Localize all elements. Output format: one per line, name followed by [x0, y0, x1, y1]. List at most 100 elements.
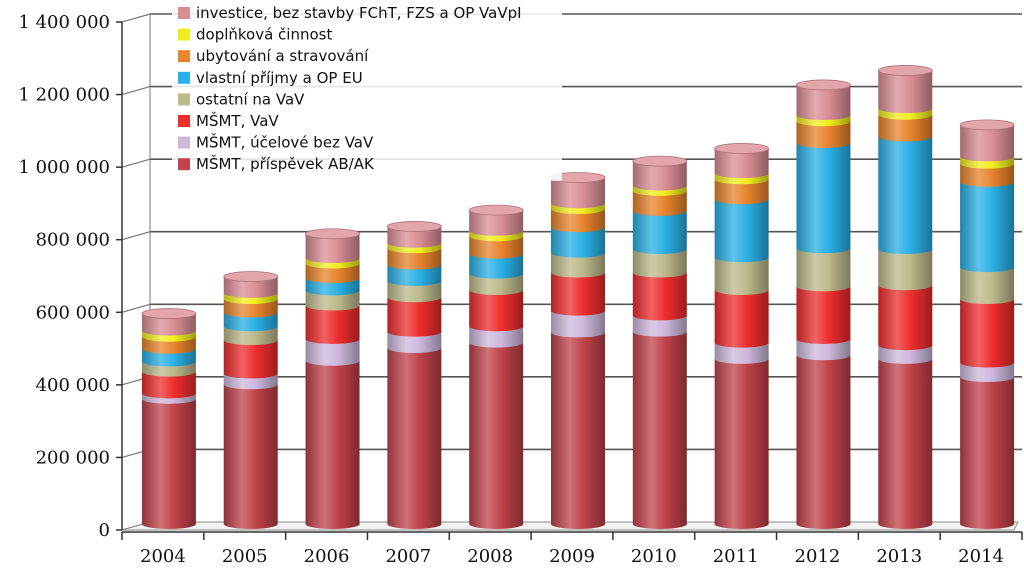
bar-group-2009: [550, 172, 606, 529]
bar-segment: [714, 148, 769, 179]
bar-segment: [714, 358, 769, 529]
legend-swatch: [178, 158, 190, 171]
bar-segment: [796, 84, 851, 121]
legend-swatch: [178, 7, 190, 19]
bar-segment: [551, 227, 605, 258]
legend-swatch: [178, 50, 190, 63]
bar-segment: [960, 299, 1015, 368]
bar-segment: [551, 209, 605, 233]
y-tick-label: 600 000: [36, 302, 110, 323]
x-tick-label: 2011: [713, 546, 759, 567]
bar-segment: [305, 305, 360, 344]
bar-segment: [632, 210, 687, 254]
legend-label: MŠMT, účelové bez VaV: [196, 133, 374, 152]
legend-swatch: [178, 28, 190, 41]
bar-segment: [305, 338, 360, 366]
x-tick-label: 2005: [222, 546, 268, 567]
bar-segment: [305, 360, 360, 529]
bar-group-2012: [796, 79, 851, 529]
bar-segment: [796, 355, 851, 529]
bar-segment: [387, 297, 442, 337]
x-tick-label: 2009: [549, 546, 595, 567]
y-tick-label: 400 000: [36, 375, 110, 396]
bar-segment: [387, 264, 442, 286]
bar-top-cap: [305, 228, 360, 240]
bar-segment: [714, 289, 769, 348]
gridline-diag: [121, 158, 151, 168]
bar-segment: [305, 263, 360, 283]
bar-segment: [878, 358, 933, 529]
gridline-diag: [121, 85, 151, 96]
bar-segment: [551, 177, 605, 209]
bar-segment: [223, 299, 278, 318]
legend-label: MŠMT, VaV: [196, 111, 279, 130]
y-tick-label: 800 000: [36, 230, 110, 251]
y-tick-label: 1 000 000: [18, 157, 110, 178]
y-tick-label: 0: [99, 520, 110, 541]
bar-top-cap: [796, 79, 851, 91]
bar-segment: [141, 313, 196, 336]
legend-label: ubytování a stravování: [196, 47, 369, 65]
bar-group-2007: [386, 221, 442, 529]
bar-segment: [223, 384, 278, 529]
bar-top-cap: [386, 221, 442, 232]
bar-segment: [714, 257, 769, 295]
bar-segment: [714, 179, 769, 205]
x-tick-label: 2013: [876, 546, 922, 567]
bar-segment: [469, 326, 524, 348]
legend-swatch: [178, 93, 190, 106]
x-tick-label: 2008: [467, 546, 513, 567]
bar-segment: [469, 236, 524, 259]
bar-segment: [305, 277, 360, 296]
legend-label: investice, bez stavby FChT, FZS a OP VaV…: [196, 4, 522, 22]
bar-segment: [960, 267, 1015, 305]
bar-segment: [469, 342, 524, 529]
bar-segment: [223, 276, 278, 298]
bar-group-2011: [714, 143, 770, 529]
bar-top-cap: [141, 308, 197, 319]
legend-swatch: [178, 136, 190, 149]
gridline-diag: [121, 303, 151, 313]
bars: [141, 65, 1015, 529]
bar-segment: [305, 233, 360, 264]
y-axis: 0 200 000 400 000 600 000 800 000 1 000 000 1 …: [18, 12, 123, 541]
legend-swatch: [178, 71, 190, 84]
bar-top-cap: [468, 204, 524, 216]
y-tick-label: 1 200 000: [18, 85, 110, 106]
bar-segment: [223, 312, 278, 332]
bar-segment: [878, 114, 933, 142]
gridline-diag: [121, 231, 151, 241]
bar-segment: [878, 70, 933, 114]
bar-segment: [469, 210, 524, 236]
bar-top-cap: [959, 119, 1015, 131]
bar-segment: [878, 248, 933, 291]
x-tick-label: 2012: [795, 546, 841, 567]
legend-background: [172, 4, 562, 181]
bar-segment: [632, 331, 687, 529]
gridline-diag: [121, 13, 151, 23]
bar-group-2014: [959, 119, 1015, 529]
bar-segment: [632, 272, 687, 321]
legend-label: MŠMT, příspěvek AB/AK: [196, 154, 375, 173]
bar-segment: [960, 163, 1015, 187]
bar-group-2006: [305, 228, 360, 529]
bar-segment: [141, 348, 196, 367]
bar-segment: [551, 310, 605, 338]
bar-segment: [387, 280, 442, 303]
bar-segment: [632, 248, 687, 278]
bar-segment: [796, 338, 851, 361]
bar-segment: [469, 253, 524, 279]
bar-segment: [796, 143, 851, 254]
bar-segment: [469, 289, 524, 332]
bar-segment: [223, 326, 278, 346]
x-tick-label: 2014: [958, 546, 1004, 567]
bar-segment: [632, 161, 687, 191]
bar-top-cap: [714, 143, 770, 154]
bar-segment: [469, 273, 524, 295]
legend-swatch: [178, 115, 190, 127]
bar-segment: [960, 124, 1015, 162]
bar-segment: [878, 345, 933, 364]
bar-top-cap: [223, 271, 279, 282]
bar-group-2013: [877, 65, 933, 529]
